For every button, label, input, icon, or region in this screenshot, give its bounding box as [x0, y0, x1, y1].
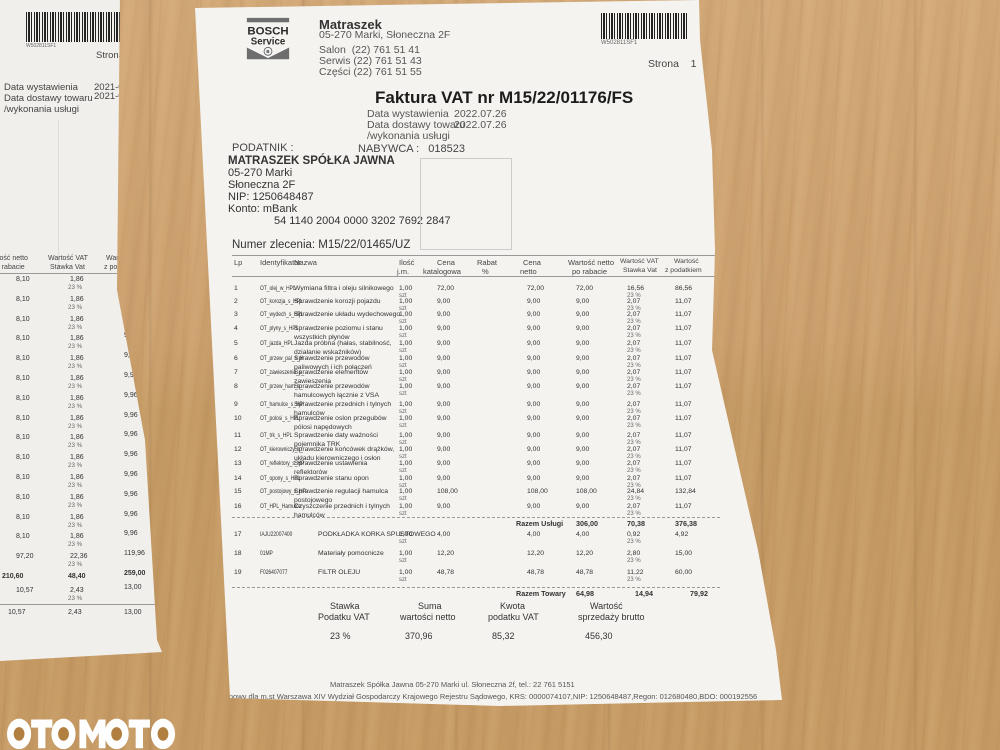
svg-text:B: B [266, 49, 269, 54]
svg-text:BOSCH: BOSCH [247, 26, 288, 38]
svg-text:Service: Service [251, 36, 286, 47]
